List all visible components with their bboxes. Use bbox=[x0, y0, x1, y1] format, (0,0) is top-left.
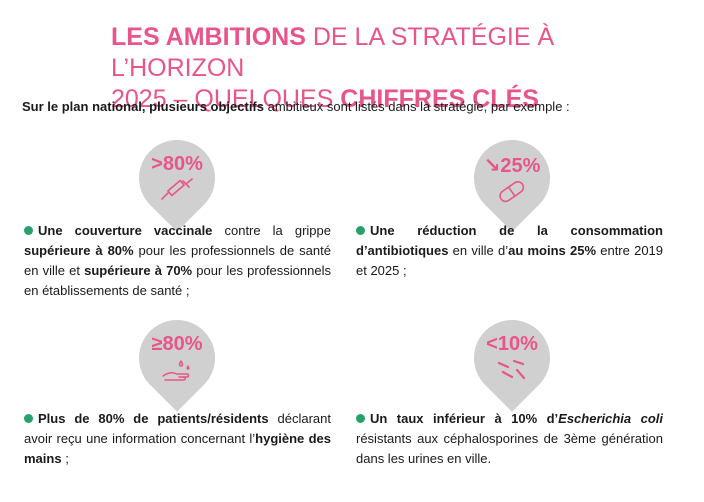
bullet-dot bbox=[356, 226, 365, 235]
badge-antibiotics: ↘25% bbox=[474, 140, 550, 216]
capsule-icon bbox=[499, 180, 525, 203]
badge-value: ↘25% bbox=[483, 155, 541, 177]
intro-rest: ambitieux sont listés dans la stratégie,… bbox=[264, 99, 570, 114]
badge-vaccination: >80% bbox=[139, 140, 215, 216]
title-rest-2: 2025 – QUELQUES bbox=[111, 85, 341, 113]
title-bold-1: LES AMBITIONS bbox=[111, 23, 306, 51]
bullet-dot bbox=[24, 414, 33, 423]
badge-hygiene: ≥80% bbox=[139, 320, 215, 396]
intro-bold: Sur le plan national, plusieurs objectif… bbox=[22, 99, 264, 114]
badge-value: <10% bbox=[486, 333, 538, 355]
handwash-icon bbox=[162, 360, 190, 381]
item-antibiotics: Une réduction de la consommation d’antib… bbox=[356, 223, 664, 278]
bacteria-icon bbox=[497, 359, 526, 380]
title-bold-2: CHIFFRES CLÉS bbox=[340, 85, 539, 113]
badge-ecoli: <10% bbox=[474, 320, 550, 396]
item-vaccination: Une couverture vaccinale contre la gripp… bbox=[24, 223, 331, 298]
item-hygiene: Plus de 80% de patients/résidents déclar… bbox=[24, 411, 331, 466]
badge-value: ≥80% bbox=[151, 333, 203, 355]
syringe-icon bbox=[161, 178, 193, 200]
item-ecoli: Un taux inférieur à 10% d’Escherichia co… bbox=[356, 411, 663, 466]
title-rest-1: DE LA STRATÉGIE À L’HORIZON bbox=[111, 23, 555, 82]
intro-text: Sur le plan national, plusieurs objectif… bbox=[22, 99, 570, 114]
bullet-dot bbox=[24, 226, 33, 235]
bullet-dot bbox=[356, 414, 365, 423]
badge-value: >80% bbox=[151, 153, 203, 175]
page-title: LES AMBITIONS DE LA STRATÉGIE À L’HORIZO… bbox=[111, 22, 691, 115]
